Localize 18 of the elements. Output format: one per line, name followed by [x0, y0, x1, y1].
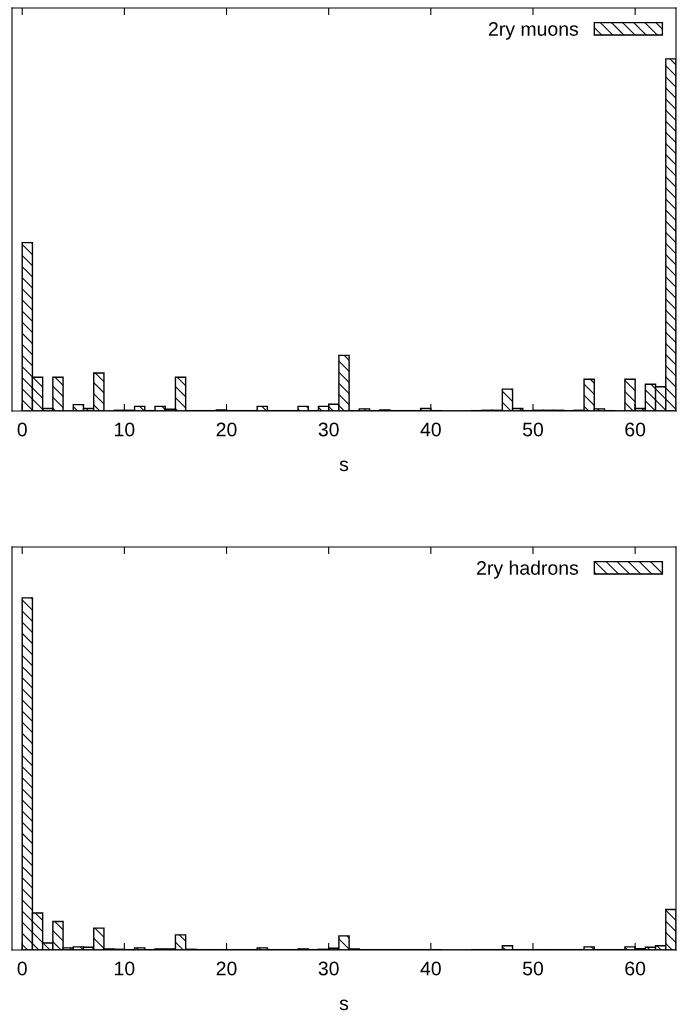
- legend-label: 2ry muons: [488, 22, 579, 40]
- legend-label: 2ry hadrons: [477, 560, 579, 579]
- x-tick-label: 0: [17, 422, 27, 437]
- x-tick-label: 40: [420, 422, 441, 437]
- x-tick-label: 10: [115, 422, 135, 437]
- x-tick-label: 50: [522, 961, 544, 976]
- x-axis-title: s: [339, 460, 349, 472]
- x-tick-label: 0: [17, 961, 27, 976]
- x-tick-label: 30: [318, 422, 339, 437]
- x-tick-label: 60: [625, 422, 646, 437]
- x-tick-label: 50: [522, 422, 544, 437]
- x-tick-label: 20: [216, 961, 237, 976]
- x-axis-title: s: [339, 999, 349, 1011]
- x-tick-label: 20: [216, 422, 237, 437]
- x-tick-label: 40: [420, 961, 441, 976]
- x-tick-label: 60: [625, 961, 646, 976]
- x-tick-label: 30: [318, 961, 339, 976]
- x-tick-label: 10: [115, 961, 135, 976]
